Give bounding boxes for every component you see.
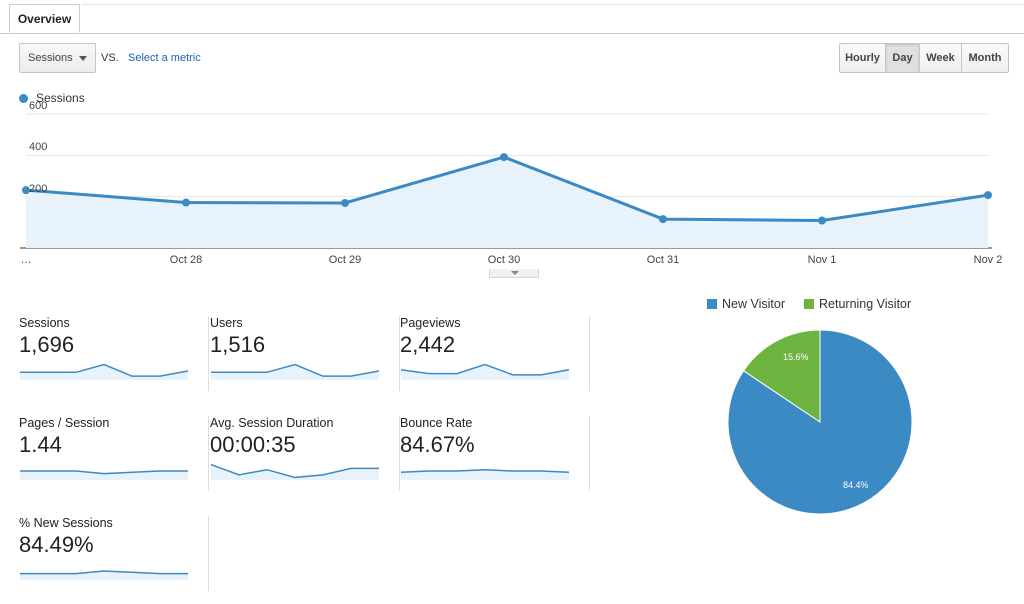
- scorecard-value: 1,516: [210, 332, 266, 357]
- scorecard-divider: [208, 516, 209, 591]
- sessions-legend-label: Sessions: [36, 91, 85, 105]
- metric-dropdown[interactable]: Sessions: [19, 43, 96, 73]
- scorecard-sparkline: [20, 570, 188, 580]
- pie-data-label: 84.4%: [843, 480, 869, 490]
- scorecard[interactable]: Pages / Session 1.44: [19, 416, 209, 504]
- scorecard-value: 84.67%: [400, 432, 475, 457]
- sparkline-line: [210, 463, 379, 479]
- x-tick-label: Nov 1: [807, 254, 837, 266]
- sparkline-area: [401, 364, 569, 380]
- pie-legend-new: New Visitor: [707, 297, 785, 311]
- sparkline-line: [20, 470, 188, 475]
- chevron-down-icon: [511, 271, 519, 275]
- scorecard-label: Sessions: [19, 316, 70, 330]
- vs-label: VS.: [101, 52, 119, 64]
- tab-bar: Overview: [0, 0, 1024, 34]
- sessions-line-chart: [20, 113, 992, 249]
- scorecard-divider: [208, 316, 209, 391]
- sparkline-line: [211, 363, 380, 377]
- sessions-area: [26, 157, 988, 248]
- pie-data-label: 15.6%: [783, 352, 809, 362]
- pie-legend-returning: Returning Visitor: [804, 297, 911, 311]
- scorecard-label: Users: [210, 316, 243, 330]
- returning-visitor-swatch: [804, 299, 814, 309]
- y-tick-label: 600: [29, 100, 48, 112]
- scorecard-divider: [208, 416, 209, 491]
- x-tick-label: Nov 2: [973, 254, 1003, 266]
- pie-legend-returning-label: Returning Visitor: [819, 297, 912, 311]
- period-month-button[interactable]: Month: [961, 43, 1009, 73]
- scorecard-divider: [399, 316, 400, 391]
- sparkline-line: [400, 468, 570, 474]
- sessions-point[interactable]: [659, 215, 667, 224]
- scorecard-divider: [589, 316, 590, 391]
- scorecard-label: Pages / Session: [19, 416, 110, 430]
- scorecard[interactable]: Sessions 1,696: [19, 316, 209, 404]
- chart-scroll-handle[interactable]: [489, 269, 539, 278]
- y-tick-label: 400: [29, 141, 48, 154]
- sessions-point[interactable]: [818, 216, 826, 225]
- sparkline-area: [401, 469, 569, 480]
- scorecard-value: 1,696: [19, 332, 75, 357]
- period-hourly-button[interactable]: Hourly: [839, 43, 886, 73]
- scorecard-sparkline: [210, 463, 379, 480]
- scorecard-value: 1.44: [19, 432, 62, 457]
- sessions-point[interactable]: [182, 198, 190, 207]
- y-tick-label: 200: [29, 182, 48, 195]
- scorecard-value: 2,442: [400, 332, 456, 357]
- metric-dropdown-label: Sessions: [28, 52, 73, 64]
- sessions-point[interactable]: [22, 186, 30, 195]
- tab-bar-line: [82, 4, 1024, 5]
- sparkline-line: [20, 363, 189, 377]
- x-tick-label: Oct 31: [646, 254, 680, 266]
- new-visitor-swatch: [707, 299, 717, 309]
- sparkline-area: [20, 471, 188, 480]
- sparkline-line: [400, 363, 570, 376]
- x-tick-label: Oct 29: [328, 254, 362, 266]
- scorecard-sparkline: [211, 363, 380, 380]
- select-metric-link[interactable]: Select a metric: [128, 52, 201, 64]
- scorecard-sparkline: [400, 468, 570, 480]
- scorecard-value: 84.49%: [19, 532, 94, 557]
- scorecard-label: Avg. Session Duration: [210, 416, 334, 430]
- sessions-legend-dot: [19, 94, 28, 103]
- scorecard-sparkline: [400, 363, 570, 380]
- scorecard-label: Bounce Rate: [400, 416, 473, 430]
- scorecard[interactable]: Bounce Rate 84.67%: [400, 416, 590, 504]
- scorecard-divider: [399, 416, 400, 491]
- tab-overview[interactable]: Overview: [9, 4, 80, 33]
- visitor-pie-chart: 84.4% 15.6%: [727, 329, 913, 515]
- pie-legend-new-label: New Visitor: [722, 297, 785, 311]
- scorecard[interactable]: Users 1,516: [210, 316, 400, 404]
- scorecard[interactable]: Pageviews 2,442: [400, 316, 590, 404]
- scorecard-label: Pageviews: [400, 316, 461, 330]
- sparkline-area: [20, 571, 188, 580]
- sessions-point[interactable]: [500, 153, 508, 162]
- scorecard-divider: [589, 416, 590, 491]
- scorecard-label: % New Sessions: [19, 516, 113, 530]
- x-tick-label: Oct 30: [487, 254, 521, 266]
- sessions-point[interactable]: [341, 198, 349, 207]
- period-day-button[interactable]: Day: [885, 43, 920, 73]
- sparkline-area: [211, 464, 379, 480]
- scorecard-sparkline: [20, 470, 188, 480]
- pie-slice-returning-visitor[interactable]: [742, 329, 821, 423]
- x-tick-label: Oct 28: [169, 254, 203, 266]
- scorecard-sparkline: [20, 363, 189, 380]
- x-tick-label: …: [20, 254, 32, 266]
- scorecard-value: 00:00:35: [210, 432, 296, 457]
- chevron-down-icon: [79, 56, 87, 61]
- period-week-button[interactable]: Week: [919, 43, 962, 73]
- sessions-point[interactable]: [984, 191, 992, 200]
- scorecard[interactable]: % New Sessions 84.49%: [19, 516, 209, 604]
- scorecard[interactable]: Avg. Session Duration 00:00:35: [210, 416, 400, 504]
